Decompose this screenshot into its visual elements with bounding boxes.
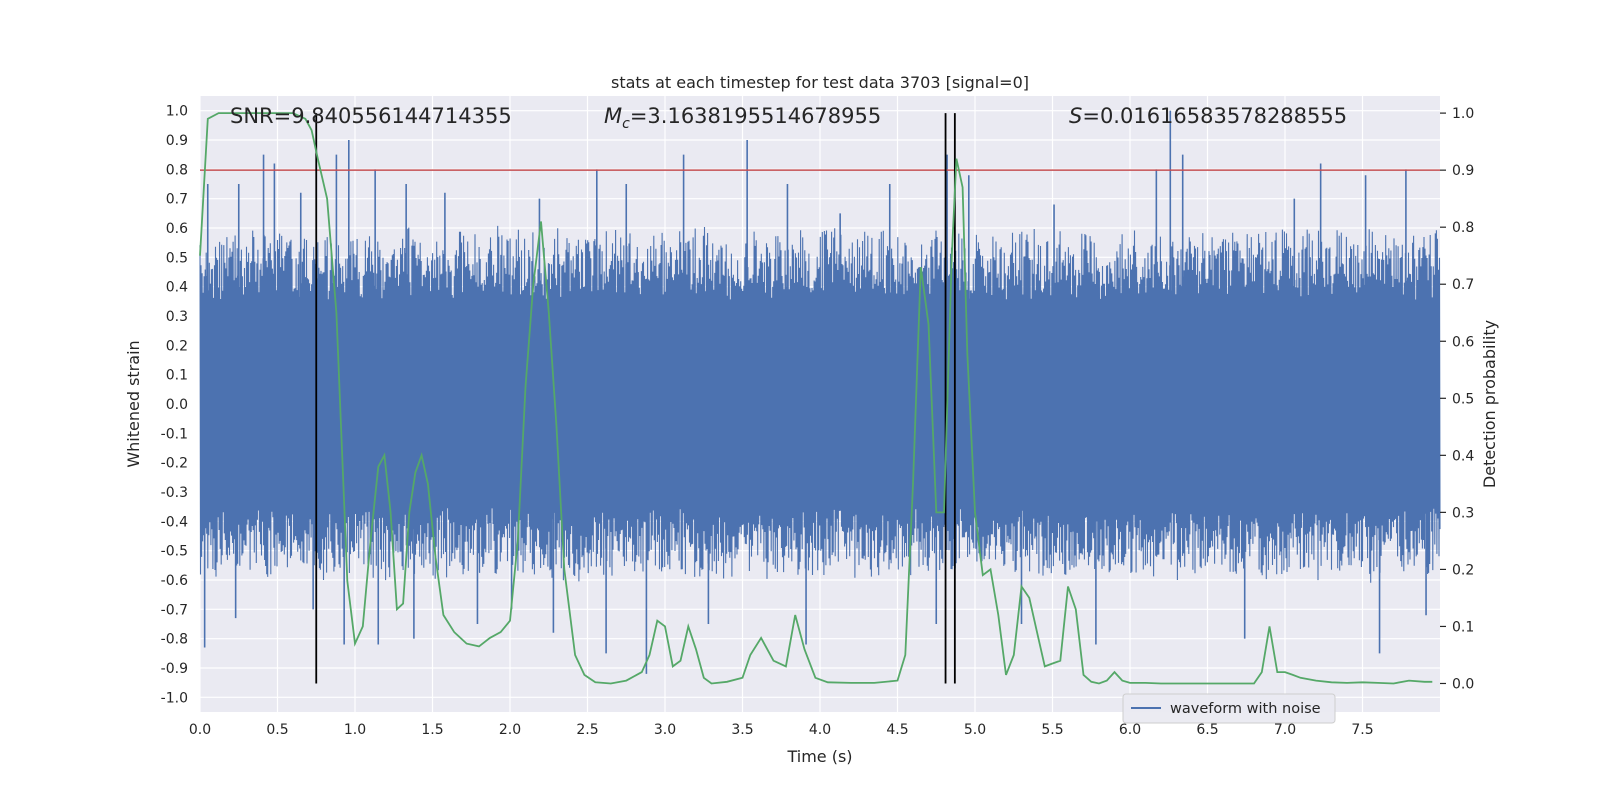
y-left-tick-label: -0.7 xyxy=(161,602,188,618)
y-left-tick-label: 0.8 xyxy=(166,162,188,178)
snr-annotation: SNR=9.840556144714355 xyxy=(230,104,512,128)
score-annotation: S=0.01616583578288555 xyxy=(1069,104,1347,128)
y-left-tick-label: -0.3 xyxy=(161,485,188,501)
x-tick-label: 6.0 xyxy=(1119,722,1141,738)
y-left-tick-label: -0.5 xyxy=(161,544,188,560)
x-tick-label: 4.5 xyxy=(886,722,908,738)
y-left-tick-label: -1.0 xyxy=(161,690,188,706)
y-left-tick-label: 0.4 xyxy=(166,280,188,296)
y-left-tick-label: 0.6 xyxy=(166,221,188,237)
probability-line xyxy=(199,112,1433,685)
chart-title: stats at each timestep for test data 370… xyxy=(611,73,1029,92)
y-right-ticks: 1.0 0.9 0.8 0.7 0.6 0.5 0.4 0.3 0.2 0.1 0.0 xyxy=(1440,106,1474,692)
x-tick-label: 5.5 xyxy=(1041,722,1063,738)
chirp-mass-value: =3.1638195514678955 xyxy=(630,104,881,128)
chirp-mass-annotation: Mc=3.1638195514678955 xyxy=(604,104,881,132)
y-right-tick-label: 0.0 xyxy=(1452,676,1474,692)
x-tick-label: 2.5 xyxy=(576,722,598,738)
y-left-tick-label: 0.5 xyxy=(166,250,188,266)
x-tick-label: 6.5 xyxy=(1196,722,1218,738)
y-right-tick-label: 0.6 xyxy=(1452,334,1474,350)
x-tick-label: 3.5 xyxy=(731,722,753,738)
x-tick-label: 2.0 xyxy=(499,722,521,738)
x-tick-label: 3.0 xyxy=(654,722,676,738)
y-right-tick-label: 0.8 xyxy=(1452,220,1474,236)
legend-box xyxy=(1122,693,1336,724)
chirp-mass-subscript: c xyxy=(622,116,630,132)
y-right-tick-label: 0.7 xyxy=(1452,277,1474,293)
y-axis-right-label: Detection probability xyxy=(1480,320,1499,488)
y-right-tick-label: 1.0 xyxy=(1452,106,1474,122)
y-left-tick-label: 0.2 xyxy=(166,338,188,354)
y-left-tick-label: -0.1 xyxy=(161,426,188,442)
waveform-series xyxy=(199,110,1441,674)
y-right-tick-label: 0.3 xyxy=(1452,505,1474,521)
x-tick-label: 1.5 xyxy=(421,722,443,738)
legend-entry-waveform: waveform with noise xyxy=(1170,701,1321,717)
x-tick-label: 4.0 xyxy=(809,722,831,738)
y-left-tick-label: -0.9 xyxy=(161,661,188,677)
y-left-tick-label: -0.8 xyxy=(161,632,188,648)
y-left-tick-label: 0.0 xyxy=(166,397,188,413)
y-left-ticks: 1.0 0.9 0.8 0.7 0.6 0.5 0.4 0.3 0.2 0.1 0.0 -0.1 -0.… xyxy=(161,104,188,707)
y-axis-left-label: Whitened strain xyxy=(124,340,143,467)
y-left-tick-label: 0.7 xyxy=(166,192,188,208)
y-left-tick-label: 0.9 xyxy=(166,133,188,149)
y-right-tick-label: 0.2 xyxy=(1452,562,1474,578)
y-left-tick-label: -0.4 xyxy=(161,514,188,530)
x-tick-label: 0.5 xyxy=(266,722,288,738)
score-value: =0.01616583578288555 xyxy=(1082,104,1347,128)
y-left-tick-label: 0.1 xyxy=(166,368,188,384)
y-right-tick-label: 0.1 xyxy=(1452,619,1474,635)
probability-series xyxy=(199,112,1433,685)
y-left-tick-label: 1.0 xyxy=(166,104,188,120)
legend: waveform with noise xyxy=(1122,693,1336,724)
x-ticks: 0.0 0.5 1.0 1.5 2.0 2.5 3.0 3.5 4.0 4.5 5.0 5.5 6.0 6… xyxy=(189,722,1374,738)
y-right-tick-label: 0.4 xyxy=(1452,448,1474,464)
y-right-tick-label: 0.5 xyxy=(1452,391,1474,407)
y-left-tick-label: -0.6 xyxy=(161,573,188,589)
x-axis-label: Time (s) xyxy=(786,747,852,766)
x-tick-label: 7.0 xyxy=(1274,722,1296,738)
y-right-tick-label: 0.9 xyxy=(1452,163,1474,179)
x-tick-label: 5.0 xyxy=(964,722,986,738)
x-tick-label: 0.0 xyxy=(189,722,211,738)
y-left-tick-label: -0.2 xyxy=(161,456,188,472)
x-tick-label: 7.5 xyxy=(1351,722,1373,738)
x-tick-label: 1.0 xyxy=(344,722,366,738)
chirp-mass-symbol: M xyxy=(604,104,622,128)
score-symbol: S xyxy=(1069,104,1082,128)
y-left-tick-label: 0.3 xyxy=(166,309,188,325)
